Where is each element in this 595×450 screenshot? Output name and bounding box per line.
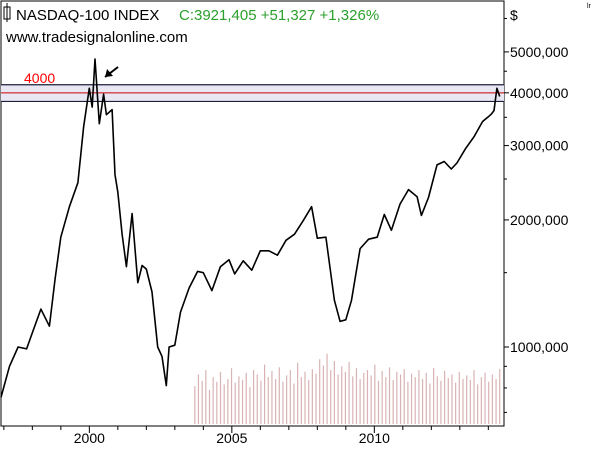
corner-mark: lr (587, 3, 592, 10)
y-tick-label: 1000,000 (510, 339, 569, 355)
annotation-arrow (104, 66, 119, 78)
x-tick-label: 2010 (359, 430, 390, 446)
x-tick-label: 2000 (74, 430, 105, 446)
reference-band: 4000 (1, 70, 504, 103)
arrow-head (105, 69, 114, 78)
website-label: www.tradesignalonline.com (5, 29, 188, 46)
plot-frame (0, 0, 505, 427)
chart-header: NASDAQ-100 INDEX C:3921,405 +51,327 +1,3… (3, 3, 592, 46)
x-axis: 2000 2005 2010 (3, 426, 489, 446)
price-line (0, 58, 501, 398)
y-tick-label: 2000,000 (510, 212, 569, 228)
band-label: 4000 (24, 70, 55, 86)
index-name: NASDAQ-100 INDEX (16, 7, 159, 24)
y-tick-label: 3000,000 (510, 138, 569, 154)
currency-label: $ (510, 7, 518, 23)
volume-bars (194, 353, 501, 424)
x-tick-label: 2005 (216, 430, 247, 446)
y-tick-label: 5000,000 (510, 44, 569, 60)
quote-text: C:3921,405 +51,327 +1,326% (179, 7, 379, 24)
y-axis: 1000,000 2000,000 3000,000 4000,000 5000,000 (504, 17, 569, 413)
price-series (0, 58, 501, 398)
y-tick-label: 4000,000 (510, 85, 569, 101)
